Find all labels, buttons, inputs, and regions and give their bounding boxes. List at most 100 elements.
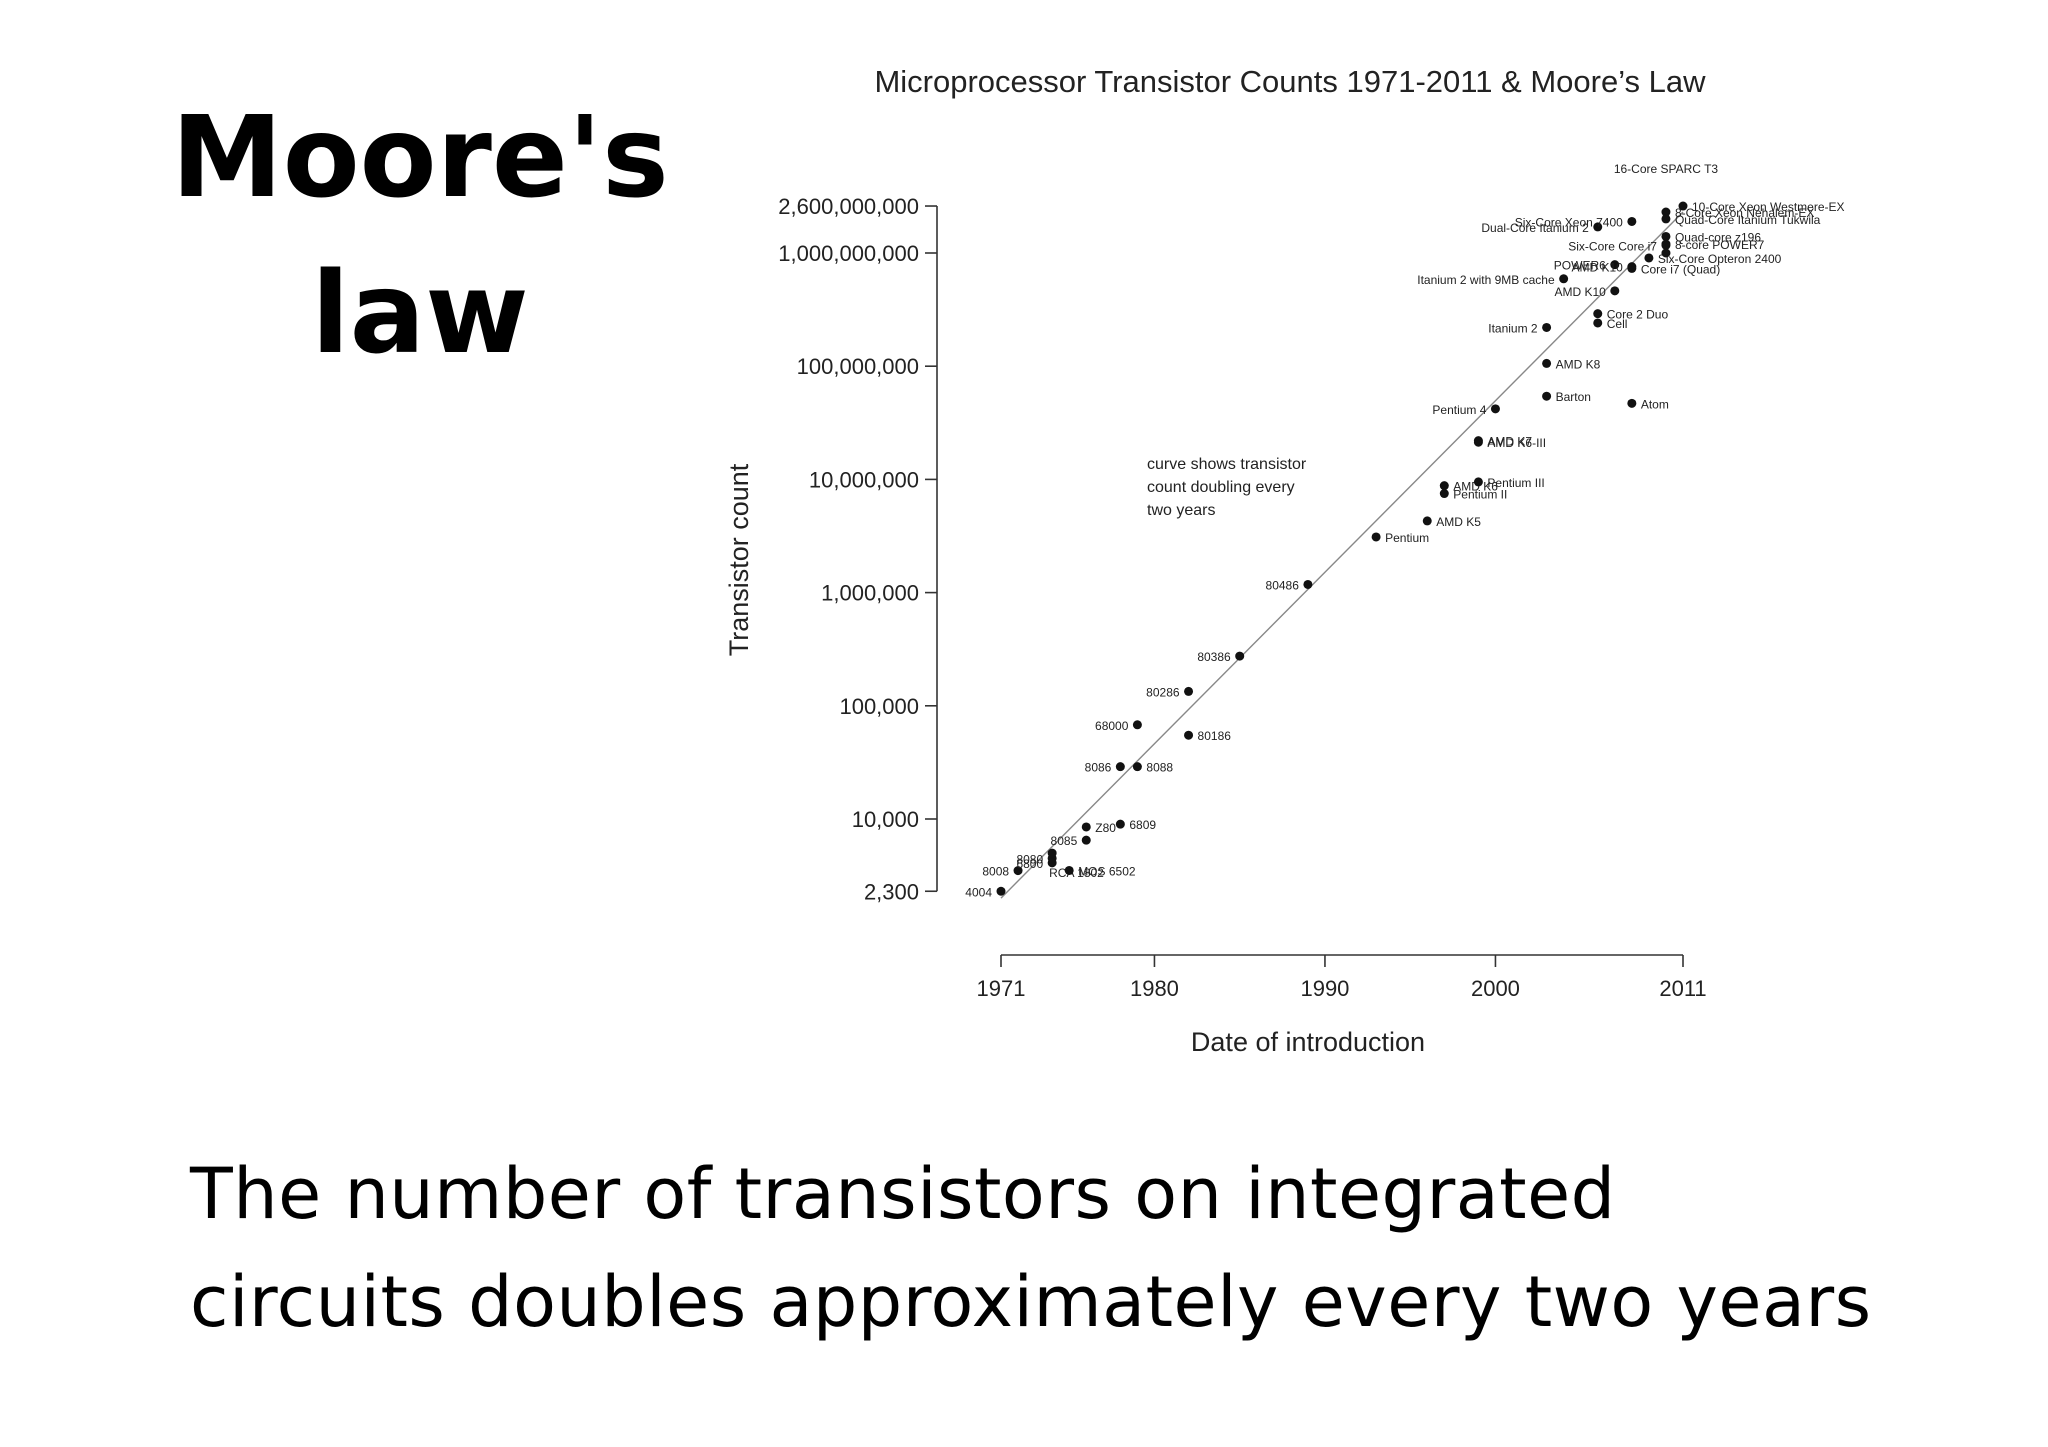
data-point	[1439, 489, 1449, 499]
data-point	[1542, 322, 1552, 332]
data-point-label: Cell	[1607, 317, 1628, 331]
data-point-label: Core 2 Duo	[1607, 308, 1669, 322]
y-axis-label: Transistor count	[724, 463, 754, 656]
data-point	[1610, 260, 1620, 270]
data-point-label: Pentium II	[1453, 488, 1507, 502]
data-point	[1661, 231, 1671, 241]
y-tick-label: 2,600,000,000	[778, 194, 919, 219]
x-tick-label: 2011	[1659, 976, 1706, 1001]
data-point-label: 4004	[965, 885, 992, 899]
data-point	[1661, 239, 1671, 249]
data-point	[1661, 207, 1671, 217]
data-point-label: Itanium 2 with 9MB cache	[1417, 273, 1555, 287]
data-point	[1627, 398, 1637, 408]
data-point	[1081, 835, 1091, 845]
data-points: 4004 8008 8080 RCA 1802 8085 6800 MOS 6502 Z80 6…	[965, 162, 1844, 899]
data-point	[1371, 532, 1381, 542]
y-tick-label: 1,000,000,000	[778, 241, 919, 266]
data-point-label: Six-Core Opteron 2400	[1658, 252, 1782, 266]
data-point-label: 6809	[1129, 818, 1156, 832]
data-point	[1132, 720, 1142, 730]
data-point-label: 8-core POWER7	[1675, 238, 1765, 252]
y-tick-label: 100,000	[839, 694, 919, 719]
y-tick-label: 1,000,000	[821, 581, 919, 606]
data-point	[1593, 318, 1603, 328]
data-point	[1661, 248, 1671, 258]
data-point	[1490, 404, 1500, 414]
data-point	[1593, 222, 1603, 232]
annotation-line-1: curve shows transistor	[1147, 456, 1307, 473]
trend-line-group	[1000, 211, 1684, 899]
chart-annotation: curve shows transistor count doubling ev…	[1147, 456, 1307, 519]
y-tick-label: 10,000	[852, 807, 919, 832]
slide-title-line1: Moore's	[171, 93, 669, 223]
y-tick-label: 100,000,000	[797, 354, 919, 379]
x-tick-label: 1980	[1130, 976, 1179, 1001]
data-point	[1627, 216, 1637, 226]
chart-axes: 2,300 10,000 100,000 1,000,000 10,000,000 100…	[778, 194, 1706, 1001]
data-point-label: AMD K5	[1436, 515, 1481, 529]
data-point	[1644, 253, 1654, 263]
y-tick-label: 2,300	[864, 879, 919, 904]
data-point-label: 80286	[1146, 685, 1180, 699]
data-point	[1047, 848, 1057, 858]
data-point-label: AMD K10	[1554, 285, 1606, 299]
data-point	[1184, 686, 1194, 696]
data-point-label: Quad-core z196	[1675, 230, 1761, 244]
trend-line	[1000, 211, 1684, 899]
data-point-label: 16-Core SPARC T3	[1614, 162, 1719, 176]
x-axis-label: Date of introduction	[1191, 1027, 1425, 1057]
slide-caption: The number of transistors on integrated …	[190, 1140, 1990, 1356]
data-point	[1115, 819, 1125, 829]
data-point-label: 8080	[1016, 852, 1043, 866]
data-point-label: AMD K7	[1487, 435, 1532, 449]
data-point-label: AMD K8	[1556, 357, 1601, 371]
data-point-label: 8008	[982, 865, 1009, 879]
data-point-label: AMD K10	[1571, 261, 1623, 275]
data-point	[1678, 201, 1688, 211]
data-point-label: AMD K6	[1453, 480, 1498, 494]
data-point	[1473, 477, 1483, 487]
data-point	[1542, 358, 1552, 368]
data-point-label: Pentium 4	[1432, 403, 1486, 417]
chart-title: Microprocessor Transistor Counts 1971-20…	[874, 64, 1706, 99]
data-point-label: 68000	[1095, 719, 1129, 733]
data-point-label: Quad-Core Itanium Tukwila	[1675, 213, 1821, 227]
data-point-label: POWER6	[1554, 259, 1606, 273]
data-point	[1303, 579, 1313, 589]
data-point	[1542, 391, 1552, 401]
data-point-label: 80186	[1198, 729, 1232, 743]
annotation-line-2: count doubling every	[1147, 479, 1295, 496]
data-point	[996, 886, 1006, 896]
data-point-label: 8-Core Xeon Nehalem-EX	[1675, 206, 1814, 220]
x-tick-label: 1990	[1300, 976, 1349, 1001]
data-point-label: 10-Core Xeon Westmere-EX	[1692, 200, 1845, 214]
data-point	[1627, 263, 1637, 273]
data-point-label: Barton	[1556, 390, 1591, 404]
data-point	[1473, 436, 1483, 446]
data-point-label: 8088	[1146, 761, 1173, 775]
data-point	[1184, 730, 1194, 740]
data-point-label: MOS 6502	[1078, 864, 1136, 878]
data-point-label: Atom	[1641, 397, 1669, 411]
data-point	[1132, 762, 1142, 772]
data-point	[1422, 516, 1432, 526]
annotation-line-3: two years	[1147, 502, 1215, 519]
slide-title: Moore's law	[130, 80, 710, 392]
data-point	[1013, 866, 1023, 876]
data-point	[1064, 865, 1074, 875]
data-point	[1661, 214, 1671, 224]
x-tick-label: 1971	[977, 976, 1026, 1001]
x-tick-label: 2000	[1471, 976, 1520, 1001]
y-tick-label: 10,000,000	[809, 467, 919, 492]
slide-title-line2: law	[311, 249, 529, 379]
caption-line2: circuits doubles approximately every two…	[190, 1261, 1872, 1343]
data-point-label: Dual-Core Itanium 2	[1481, 221, 1589, 235]
caption-line1: The number of transistors on integrated	[190, 1153, 1616, 1235]
data-point	[1439, 481, 1449, 491]
data-point-label: 80486	[1266, 578, 1300, 592]
data-point-label: Pentium III	[1487, 476, 1544, 490]
data-point	[1593, 309, 1603, 319]
data-point-label: 8086	[1085, 761, 1112, 775]
